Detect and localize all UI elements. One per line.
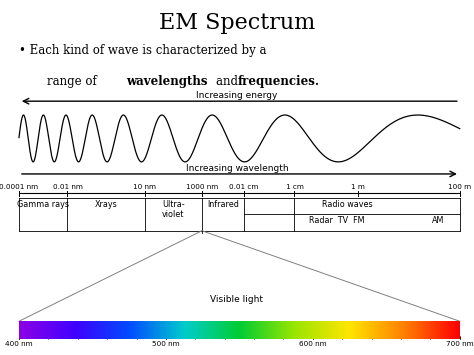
- Text: 1000 nm: 1000 nm: [186, 184, 218, 190]
- Text: 600 nm: 600 nm: [299, 341, 327, 347]
- Text: Increasing wavelength: Increasing wavelength: [186, 164, 288, 173]
- Text: • Each kind of wave is characterized by a: • Each kind of wave is characterized by …: [19, 44, 266, 58]
- Text: 0.0001 nm: 0.0001 nm: [0, 184, 38, 190]
- Text: 400 nm: 400 nm: [5, 341, 33, 347]
- Text: Radar  TV  FM: Radar TV FM: [309, 216, 364, 225]
- Text: 100 m: 100 m: [448, 184, 471, 190]
- Text: Ultra-
violet: Ultra- violet: [162, 200, 184, 219]
- Text: 10 nm: 10 nm: [133, 184, 156, 190]
- Text: Infrared: Infrared: [207, 200, 239, 208]
- Text: Visible light: Visible light: [210, 295, 264, 304]
- Text: and: and: [216, 75, 241, 88]
- Text: 500 nm: 500 nm: [152, 341, 180, 347]
- Text: 1 m: 1 m: [351, 184, 365, 190]
- Text: AM: AM: [431, 216, 444, 225]
- Text: Radio waves: Radio waves: [322, 200, 373, 208]
- Text: Gamma rays: Gamma rays: [17, 200, 69, 208]
- Text: EM Spectrum: EM Spectrum: [159, 12, 315, 34]
- Text: 700 nm: 700 nm: [446, 341, 474, 347]
- Text: frequencies.: frequencies.: [238, 75, 320, 88]
- Text: wavelengths: wavelengths: [126, 75, 207, 88]
- Text: 1 cm: 1 cm: [285, 184, 303, 190]
- Text: 0.01 cm: 0.01 cm: [229, 184, 258, 190]
- Text: range of: range of: [47, 75, 101, 88]
- Text: 0.01 nm: 0.01 nm: [53, 184, 82, 190]
- Text: Xrays: Xrays: [94, 200, 117, 208]
- Text: Increasing energy: Increasing energy: [196, 91, 278, 100]
